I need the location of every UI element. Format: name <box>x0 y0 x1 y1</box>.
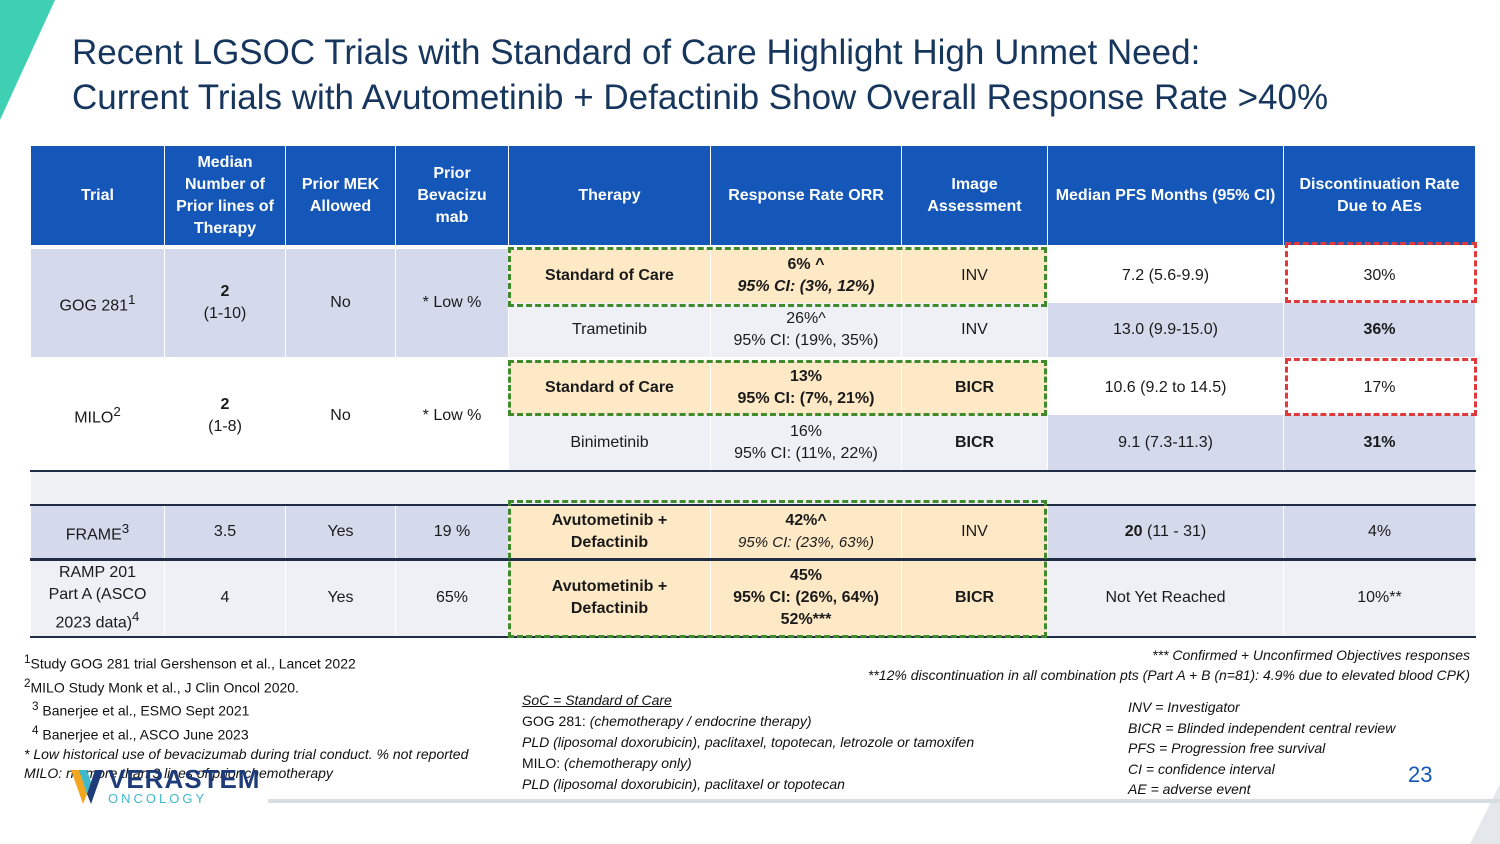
disc-cell: 36% <box>1283 303 1476 359</box>
soc-notes: SoC = Standard of Care GOG 281: (chemoth… <box>522 690 974 795</box>
header-pfs: Median PFS Months (95% CI) <box>1047 145 1284 248</box>
disc-cell: 4% <box>1283 504 1476 559</box>
lines-cell: 3.5 <box>164 504 286 559</box>
corner-accent-bottom <box>1470 784 1500 844</box>
footer-divider <box>268 799 1500 803</box>
orr-cell: 45% 95% CI: (26%, 64%) 52%*** <box>710 557 902 638</box>
header-prior-mek: Prior MEK Allowed <box>285 145 396 248</box>
lines-cell: 4 <box>164 557 286 638</box>
mek-cell: Yes <box>285 557 396 638</box>
pfs-cell: 13.0 (9.9-15.0) <box>1047 303 1284 359</box>
reference-4: 4 Banerjee et al., ASCO June 2023 <box>32 723 249 743</box>
reference-1: 1Study GOG 281 trial Gershenson et al., … <box>24 653 356 672</box>
therapy-cell: Binimetinib <box>508 415 711 471</box>
soc-gog-drugs: PLD (liposomal doxorubicin), paclitaxel,… <box>522 734 975 750</box>
therapy-cell: Standard of Care <box>508 357 711 415</box>
header-row: Trial Median Number of Prior lines of Th… <box>30 145 1476 248</box>
logo-name: VERASTEM <box>108 764 261 794</box>
soc-milo: MILO: (chemotherapy only) <box>522 755 692 771</box>
bev-cell: * Low % <box>395 245 509 359</box>
footnote-bevacizumab: * Low historical use of bevacizumab duri… <box>24 745 469 762</box>
orr-cell: 26%^ 95% CI: (19%, 35%) <box>710 303 902 359</box>
trial-cell: MILO2 <box>30 357 165 471</box>
pfs-cell: Not Yet Reached <box>1047 557 1284 638</box>
table-separator-row <box>30 470 1476 505</box>
corner-accent <box>0 0 55 120</box>
header-median-lines: Median Number of Prior lines of Therapy <box>164 145 286 248</box>
header-prior-bev: Prior Bevacizu mab <box>395 145 509 248</box>
soc-gog: GOG 281: (chemotherapy / endocrine thera… <box>522 713 812 729</box>
therapy-cell: Standard of Care <box>508 245 711 303</box>
mek-cell: No <box>285 245 396 359</box>
verastem-logo: VERASTEM ONCOLOGY <box>70 766 260 806</box>
slide-title: Recent LGSOC Trials with Standard of Car… <box>72 30 1328 120</box>
header-orr: Response Rate ORR <box>710 145 902 248</box>
abbreviation-item: INV = Investigator <box>1128 699 1240 715</box>
mek-cell: Yes <box>285 504 396 559</box>
table-row: Trametinib 26%^ 95% CI: (19%, 35%) INV 13… <box>31 303 1476 359</box>
soc-milo-drugs: PLD (liposomal doxorubicin), paclitaxel … <box>522 776 845 792</box>
therapy-cell: Trametinib <box>508 303 711 359</box>
pfs-cell: 10.6 (9.2 to 14.5) <box>1047 357 1284 415</box>
disc-cell: 10%** <box>1283 557 1476 638</box>
references: 1Study GOG 281 trial Gershenson et al., … <box>24 650 468 783</box>
table-row: GOG 2811 2 (1-10) No * Low % Standard of … <box>30 245 1476 359</box>
header-therapy: Therapy <box>508 145 711 248</box>
abbreviation-item: BICR = Blinded independent central revie… <box>1128 719 1396 736</box>
logo-sub: ONCOLOGY <box>108 791 208 806</box>
bev-cell: * Low % <box>395 357 509 471</box>
therapy-cell: Avutometinib + Defactinib <box>508 504 711 559</box>
pfs-cell: 20 (11 - 31) <box>1047 504 1284 559</box>
title-line-2: Current Trials with Avutometinib + Defac… <box>72 78 1329 117</box>
trial-cell: RAMP 201 Part A (ASCO 2023 data)4 <box>30 557 165 638</box>
table-row: RAMP 201 Part A (ASCO 2023 data)4 4 Yes 65… <box>30 557 1476 638</box>
trial-cell: GOG 2811 <box>30 245 165 359</box>
abbreviation-item: PFS = Progression free survival <box>1128 740 1326 756</box>
header-trial: Trial <box>30 145 165 248</box>
right-footnotes: *** Confirmed + Unconfirmed Objectives r… <box>868 645 1470 685</box>
title-line-1: Recent LGSOC Trials with Standard of Car… <box>72 33 1201 72</box>
table-row: MILO2 2 (1-8) No * Low % Standard of Care… <box>30 357 1476 471</box>
pfs-cell: 7.2 (5.6-9.9) <box>1047 245 1284 303</box>
lines-cell: 2 (1-10) <box>164 245 286 359</box>
footnote-discontinuation: **12% discontinuation in all combination… <box>867 667 1470 683</box>
abbreviation-item: AE = adverse event <box>1128 781 1251 797</box>
mek-cell: No <box>285 357 396 471</box>
bev-cell: 65% <box>395 557 509 638</box>
table-row: FRAME3 3.5 Yes 19 % Avutometinib + Defact… <box>30 504 1476 559</box>
reference-2: 2MILO Study Monk et al., J Clin Oncol 20… <box>24 676 299 696</box>
table-row: Binimetinib 16% 95% CI: (11%, 22%) BICR 9… <box>31 415 1476 471</box>
trials-table: Trial Median Number of Prior lines of Th… <box>30 145 1476 638</box>
image-cell: INV <box>901 504 1048 559</box>
disc-cell: 31% <box>1283 415 1476 471</box>
image-cell: INV <box>901 303 1048 359</box>
footnote-milo: MILO: no more than 3 lines of prior chem… <box>24 764 333 781</box>
page-number: 23 <box>1408 762 1433 787</box>
bev-cell: 19 % <box>395 504 509 559</box>
therapy-cell: Avutometinib + Defactinib <box>508 557 711 638</box>
disc-cell: 17% <box>1283 357 1476 415</box>
abbreviation-item: CI = confidence interval <box>1128 760 1275 777</box>
header-image: Image Assessment <box>901 145 1048 248</box>
image-cell: BICR <box>901 557 1048 638</box>
orr-cell: 6% ^ 95% CI: (3%, 12%) <box>710 245 902 303</box>
reference-3: 3 Banerjee et al., ESMO Sept 2021 <box>32 700 250 719</box>
orr-cell: 16% 95% CI: (11%, 22%) <box>710 415 902 471</box>
soc-title: SoC = Standard of Care <box>522 692 672 708</box>
abbreviations: INV = Investigator BICR = Blinded indepe… <box>1128 697 1395 800</box>
trial-cell: FRAME3 <box>30 504 165 559</box>
pfs-cell: 9.1 (7.3-11.3) <box>1047 415 1284 471</box>
image-cell: BICR <box>901 357 1048 415</box>
image-cell: BICR <box>901 415 1048 471</box>
disc-cell: 30% <box>1283 245 1476 303</box>
header-disc: Discontinuation Rate Due to AEs <box>1283 145 1476 248</box>
footnote-confirmed: *** Confirmed + Unconfirmed Objectives r… <box>1152 647 1470 663</box>
orr-cell: 42%^ 95% CI: (23%, 63%) <box>710 504 902 559</box>
lines-cell: 2 (1-8) <box>164 357 286 471</box>
image-cell: INV <box>901 245 1048 303</box>
logo-mark-icon <box>71 770 103 804</box>
orr-cell: 13% 95% CI: (7%, 21%) <box>710 357 902 415</box>
